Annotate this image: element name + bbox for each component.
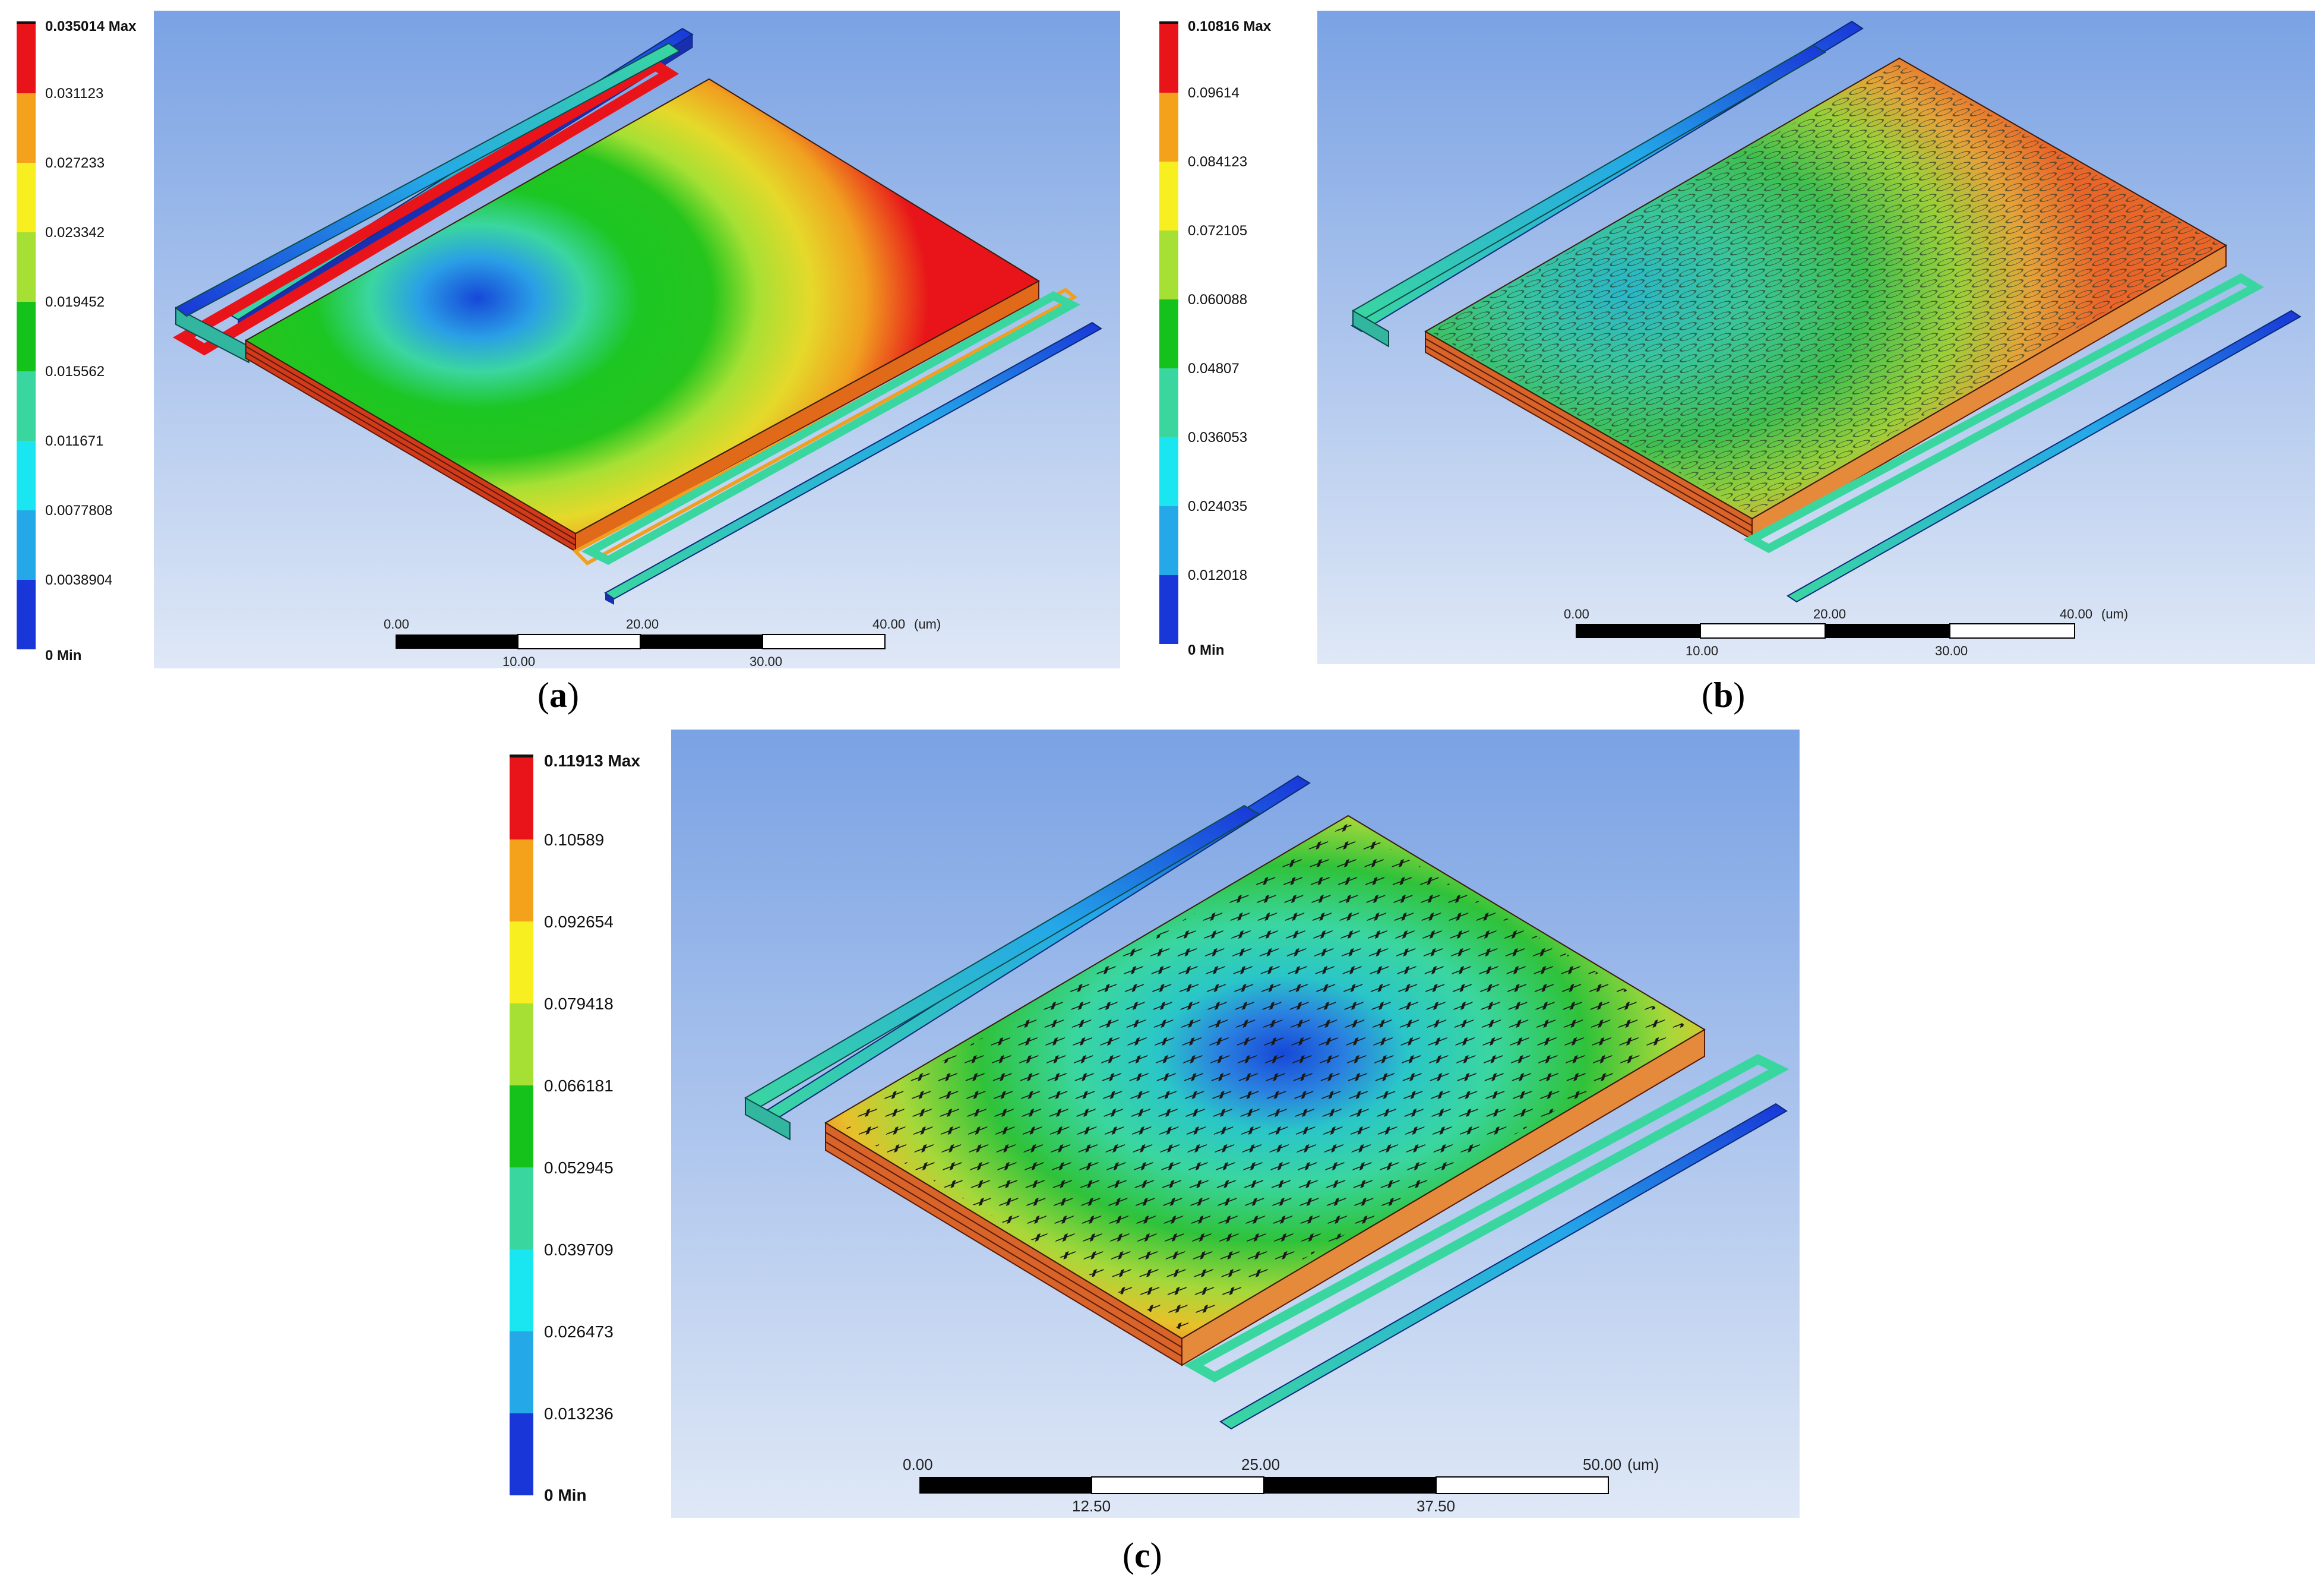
- caption-a: (a): [537, 675, 579, 715]
- scale-tick-label: 0.00: [1564, 607, 1589, 621]
- scale-tick-label: 40.00: [2060, 607, 2092, 621]
- legend-value: 0.015562: [45, 364, 105, 380]
- scale-tick-label: 40.00: [872, 617, 905, 632]
- scale-tick-label: 50.00: [1583, 1456, 1621, 1473]
- legend-value: 0.012018: [1188, 567, 1247, 583]
- legend-value: 0.052945: [544, 1158, 614, 1177]
- legend-min-label: 0 Min: [1188, 642, 1224, 658]
- model-render: [1351, 20, 2301, 603]
- back-frame: [172, 59, 679, 356]
- scale-bar: 0.00 20.00 40.00 (um) 10.00 30.00: [384, 617, 941, 668]
- legend-value: 0.026473: [544, 1322, 614, 1341]
- scale-unit-label: (um): [1627, 1456, 1659, 1473]
- legend-value: 0.10589: [544, 831, 604, 849]
- legend-value: 0.031123: [45, 86, 103, 102]
- legend-max-label: 0.035014 Max: [45, 18, 137, 34]
- legend-background: [1151, 11, 1317, 664]
- panel-c: 0.11913 Max 0.10589 0.092654 0.079418 0.…: [493, 730, 1800, 1518]
- legend-value: 0.092654: [544, 913, 614, 931]
- front-bar: [1787, 310, 2301, 603]
- legend-min-label: 0 Min: [544, 1486, 587, 1504]
- scale-tick-label: 30.00: [1935, 643, 1968, 658]
- model-render: [744, 775, 1789, 1430]
- scale-unit-label: (um): [2101, 607, 2128, 621]
- plate-hole-pattern: [1430, 63, 2221, 514]
- legend-value: 0.04807: [1188, 361, 1240, 377]
- front-frame: [1184, 1054, 1789, 1383]
- panel-b: 0.10816 Max 0.09614 0.084123 0.072105 0.…: [1151, 11, 2315, 664]
- legend-labels: 0.11913 Max 0.10589 0.092654 0.079418 0.…: [544, 752, 640, 1504]
- scale-tick-label: 20.00: [1813, 607, 1846, 621]
- scale-bar: 0.00 20.00 40.00 (um) 10.00 30.00: [1564, 607, 2128, 658]
- scale-tick-label: 10.00: [1686, 643, 1718, 658]
- legend-value: 0.011671: [45, 433, 103, 449]
- legend-value: 0.024035: [1188, 498, 1247, 514]
- legend-max-label: 0.11913 Max: [544, 752, 640, 770]
- caption-b: (b): [1702, 675, 1746, 715]
- plate-cross-pattern: [837, 823, 1693, 1331]
- scale-tick-label: 0.00: [384, 617, 409, 632]
- legend-value: 0.060088: [1188, 292, 1247, 308]
- scale-tick-label: 0.00: [903, 1456, 933, 1473]
- legend-value: 0.09614: [1188, 85, 1240, 101]
- color-legend-bar: [17, 21, 36, 649]
- color-legend-bar: [1159, 21, 1178, 644]
- legend-value: 0.013236: [544, 1404, 614, 1423]
- legend-value: 0.027233: [45, 155, 105, 171]
- caption-c: (c): [1123, 1536, 1162, 1575]
- scale-tick-label: 12.50: [1072, 1497, 1111, 1515]
- legend-value: 0.079418: [544, 995, 614, 1013]
- viewport-c: 0.11913 Max 0.10589 0.092654 0.079418 0.…: [493, 730, 1800, 1518]
- legend-value: 0.019452: [45, 294, 105, 310]
- legend-value: 0.084123: [1188, 154, 1247, 170]
- viewport-b: 0.10816 Max 0.09614 0.084123 0.072105 0.…: [1151, 11, 2315, 664]
- legend-labels: 0.035014 Max 0.031123 0.027233 0.023342 …: [45, 18, 137, 664]
- scale-tick-label: 37.50: [1416, 1497, 1455, 1515]
- legend-value: 0.036053: [1188, 430, 1247, 446]
- legend-value: 0.0077808: [45, 503, 112, 519]
- legend-value: 0.039709: [544, 1240, 614, 1259]
- model-render: [172, 27, 1102, 605]
- scale-tick-label: 25.00: [1241, 1456, 1280, 1473]
- viewport-a: 0.035014 Max 0.031123 0.027233 0.023342 …: [8, 11, 1120, 668]
- legend-value: 0.023342: [45, 225, 105, 241]
- front-frame: [1743, 273, 2265, 553]
- legend-labels: 0.10816 Max 0.09614 0.084123 0.072105 0.…: [1188, 18, 1272, 658]
- legend-min-label: 0 Min: [45, 648, 81, 664]
- scale-tick-label: 20.00: [626, 617, 659, 632]
- color-legend-bar: [510, 755, 533, 1495]
- legend-value: 0.0038904: [45, 572, 112, 588]
- legend-value: 0.066181: [544, 1077, 614, 1095]
- panel-a: 0.035014 Max 0.031123 0.027233 0.023342 …: [8, 11, 1120, 668]
- scale-tick-label: 30.00: [750, 654, 782, 668]
- legend-max-label: 0.10816 Max: [1188, 18, 1272, 34]
- scale-tick-label: 10.00: [502, 654, 535, 668]
- legend-value: 0.072105: [1188, 223, 1247, 239]
- plate-top: [244, 78, 1040, 535]
- scale-unit-label: (um): [914, 617, 941, 632]
- scale-bar: 0.00 25.00 50.00 (um) 12.50 37.50: [903, 1456, 1659, 1515]
- front-bar: [1219, 1103, 1788, 1430]
